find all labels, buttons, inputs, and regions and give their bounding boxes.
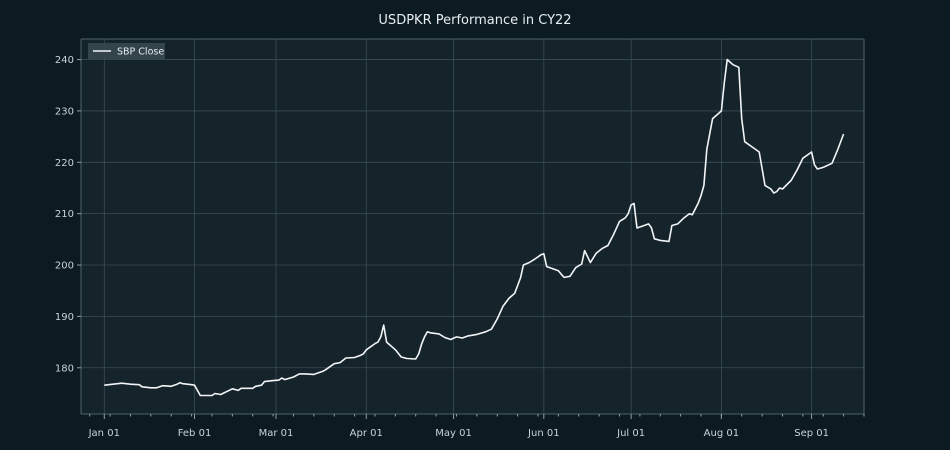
legend-label: SBP Close [117, 47, 164, 58]
y-tick-label: 190 [55, 312, 74, 323]
series-layer [104, 58, 845, 397]
y-tick-label: 220 [55, 158, 74, 169]
x-gridlines [103, 39, 813, 414]
x-tick-label: Feb 01 [178, 428, 212, 439]
x-tick-label: Sep 01 [794, 428, 829, 439]
plot-area [81, 39, 864, 414]
legend: SBP Close [88, 43, 165, 59]
y-tick-label: 180 [55, 363, 74, 374]
x-tick-label: Jun 01 [527, 428, 560, 439]
x-tick-label: Mar 01 [259, 428, 294, 439]
x-tick-label: Apr 01 [350, 428, 383, 439]
y-tick-label: 230 [55, 106, 74, 117]
y-axis-ticks: 180 190 200 210 220 230 240 [55, 55, 81, 374]
series-line-sbp-close [104, 58, 845, 397]
x-axis-ticks: Jan 01 Feb 01 Mar 01 Apr 01 May 01 Jun 01 Jul … [88, 414, 865, 439]
x-tick-label: Jul 01 [616, 428, 645, 439]
x-tick-label: May 01 [435, 428, 472, 439]
chart-title: USDPKR Performance in CY22 [378, 13, 571, 28]
y-tick-label: 210 [55, 209, 74, 220]
y-tick-label: 200 [55, 261, 74, 272]
y-gridlines [81, 59, 864, 369]
x-tick-label: Aug 01 [704, 428, 739, 439]
y-tick-label: 240 [55, 55, 74, 66]
legend-box [88, 43, 165, 59]
x-tick-label: Jan 01 [88, 428, 120, 439]
